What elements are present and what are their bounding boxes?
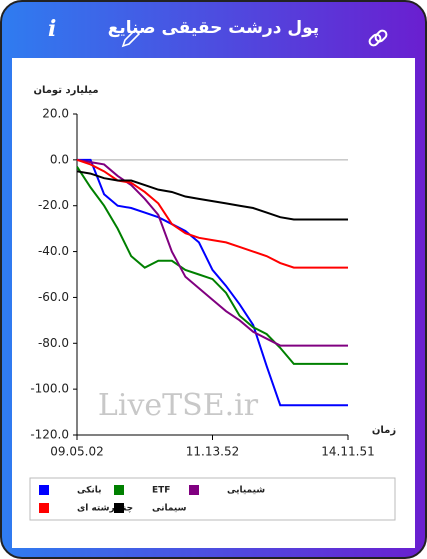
legend-label: شیمیایی — [227, 486, 265, 496]
legend-swatch — [39, 503, 49, 513]
y-tick-label: 0.0 — [50, 152, 69, 166]
series-line — [76, 158, 348, 269]
y-tick-label: -20.0 — [38, 198, 69, 212]
watermark: LiveTSE.ir — [98, 388, 259, 423]
y-tick-label: -120.0 — [30, 428, 69, 442]
chart-card — [12, 58, 415, 548]
link-icon[interactable] — [368, 29, 388, 47]
series-line — [76, 158, 348, 347]
y-axis-label: میلیارد تومان — [33, 85, 98, 96]
series-line — [76, 170, 348, 221]
legend-label: سیمانی — [152, 504, 187, 514]
header-icons — [121, 28, 388, 48]
series-line — [76, 166, 348, 365]
legend-swatch — [114, 485, 124, 495]
y-tick-label: -60.0 — [38, 290, 69, 304]
legend-swatch — [189, 485, 199, 495]
x-axis-label: زمان — [372, 425, 396, 436]
legend-swatch — [114, 503, 124, 513]
x-tick-label: 09.05.02 — [50, 445, 103, 459]
edit-icon[interactable] — [121, 28, 141, 48]
y-tick-label: -80.0 — [38, 336, 69, 350]
series-line — [77, 158, 348, 407]
x-tick-label: 14.11.51 — [321, 445, 374, 459]
y-tick-label: -40.0 — [38, 244, 69, 258]
widget-title: پول درشت حقیقی صنایع — [107, 18, 320, 38]
info-icon[interactable]: i — [48, 16, 57, 42]
legend-label: ETF — [152, 486, 170, 496]
legend-label: چند رشته ای — [77, 504, 133, 514]
y-tick-label: 20.0 — [42, 107, 69, 121]
legend-swatch — [39, 485, 49, 495]
y-tick-label: -100.0 — [30, 382, 69, 396]
x-tick-label: 11.13.52 — [186, 445, 239, 459]
legend-label: بانکی — [77, 486, 101, 496]
legend-box — [29, 477, 396, 521]
